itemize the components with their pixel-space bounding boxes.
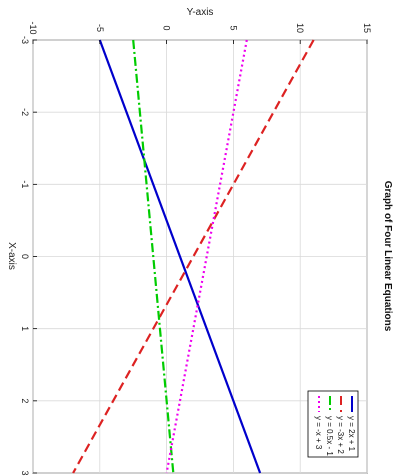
y-tick-label: 5 xyxy=(228,25,238,30)
legend-label: y = -3x + 2 xyxy=(336,416,345,454)
series-line-4 xyxy=(165,39,248,474)
y-tick-label: -10 xyxy=(28,21,38,34)
y-axis-label: Y-axis xyxy=(187,7,214,18)
y-tick-label: -5 xyxy=(95,24,105,32)
x-tick-label: -3 xyxy=(20,36,30,44)
x-tick-label: 1 xyxy=(20,326,30,331)
legend-box xyxy=(307,390,359,458)
series-line-1 xyxy=(98,39,262,474)
series-lines xyxy=(72,39,315,474)
series-line-3 xyxy=(132,39,175,474)
x-tick-label: 2 xyxy=(20,398,30,403)
x-tick-label: 0 xyxy=(20,254,30,259)
x-axis-label: X-axis xyxy=(6,242,17,270)
x-tick-labels: -3 -2 -1 0 1 2 3 xyxy=(20,36,37,476)
x-tick-label: -1 xyxy=(20,180,30,188)
y-tick-label: 10 xyxy=(295,23,305,33)
legend: y = 2x + 1y = -3x + 2y = 0.5x - 1y = -x … xyxy=(307,390,359,458)
legend-label: y = -x + 3 xyxy=(314,416,323,450)
series-line-2 xyxy=(72,39,315,474)
y-tick-labels: -10 -5 0 5 10 15 xyxy=(28,21,372,44)
y-tick-label: 0 xyxy=(162,25,172,30)
x-tick-label: 3 xyxy=(20,470,30,475)
chart-title: Graph of Four Linear Equations xyxy=(382,181,393,332)
y-tick-label: 15 xyxy=(362,23,372,33)
x-tick-label: -2 xyxy=(20,108,30,116)
legend-label: y = 0.5x - 1 xyxy=(325,416,334,456)
legend-label: y = 2x + 1 xyxy=(347,416,356,452)
